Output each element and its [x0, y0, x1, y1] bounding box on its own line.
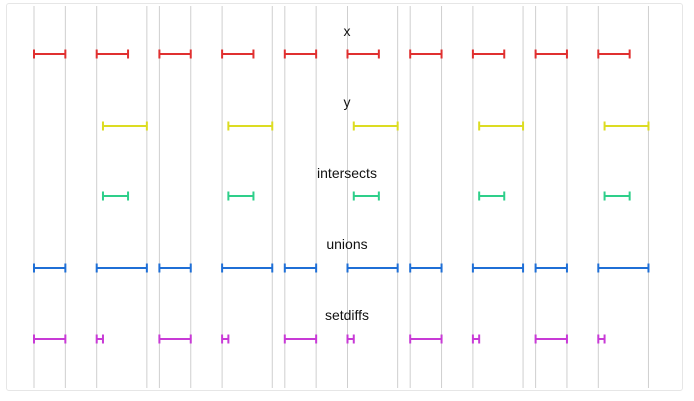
interval-unions — [95, 263, 148, 273]
row-label-x: x — [343, 23, 351, 39]
interval-setdiffs — [158, 334, 192, 344]
interval-x — [409, 49, 443, 59]
interval-setdiffs — [283, 334, 318, 344]
interval-x — [221, 49, 255, 59]
interval-segments — [33, 49, 650, 344]
interval-intersects — [478, 191, 506, 201]
interval-unions — [33, 263, 67, 273]
interval-y — [101, 121, 148, 131]
interval-setdiffs — [534, 334, 568, 344]
guide-lines — [33, 6, 649, 388]
interval-unions — [221, 263, 274, 273]
interval-y — [227, 121, 274, 131]
interval-unions — [409, 263, 443, 273]
interval-unions — [534, 263, 568, 273]
interval-unions — [471, 263, 525, 273]
row-label-y: y — [343, 94, 351, 110]
interval-setdiffs — [597, 334, 606, 344]
interval-intersects — [352, 191, 380, 201]
interval-y — [352, 121, 399, 131]
interval-intersects — [101, 191, 130, 201]
interval-unions — [283, 263, 318, 273]
row-label-setdiffs: setdiffs — [324, 307, 370, 323]
interval-setdiffs — [221, 334, 230, 344]
interval-setdiffs — [346, 334, 355, 344]
interval-x — [95, 49, 130, 59]
interval-x — [534, 49, 568, 59]
interval-unions — [597, 263, 650, 273]
row-label-intersects: intersects — [317, 165, 377, 181]
interval-y — [603, 121, 650, 131]
row-label-unions: unions — [326, 236, 368, 252]
interval-x — [471, 49, 506, 59]
interval-setdiffs — [409, 334, 443, 344]
interval-unions — [158, 263, 192, 273]
interval-x — [158, 49, 192, 59]
interval-setdiffs — [471, 334, 481, 344]
interval-setdiffs — [33, 334, 67, 344]
interval-y — [478, 121, 525, 131]
interval-intersects — [603, 191, 631, 201]
interval-unions — [346, 263, 399, 273]
interval-x — [346, 49, 380, 59]
interval-intersects — [227, 191, 255, 201]
interval-setdiffs — [95, 334, 104, 344]
interval-x — [33, 49, 67, 59]
interval-x — [597, 49, 631, 59]
interval-x — [283, 49, 318, 59]
